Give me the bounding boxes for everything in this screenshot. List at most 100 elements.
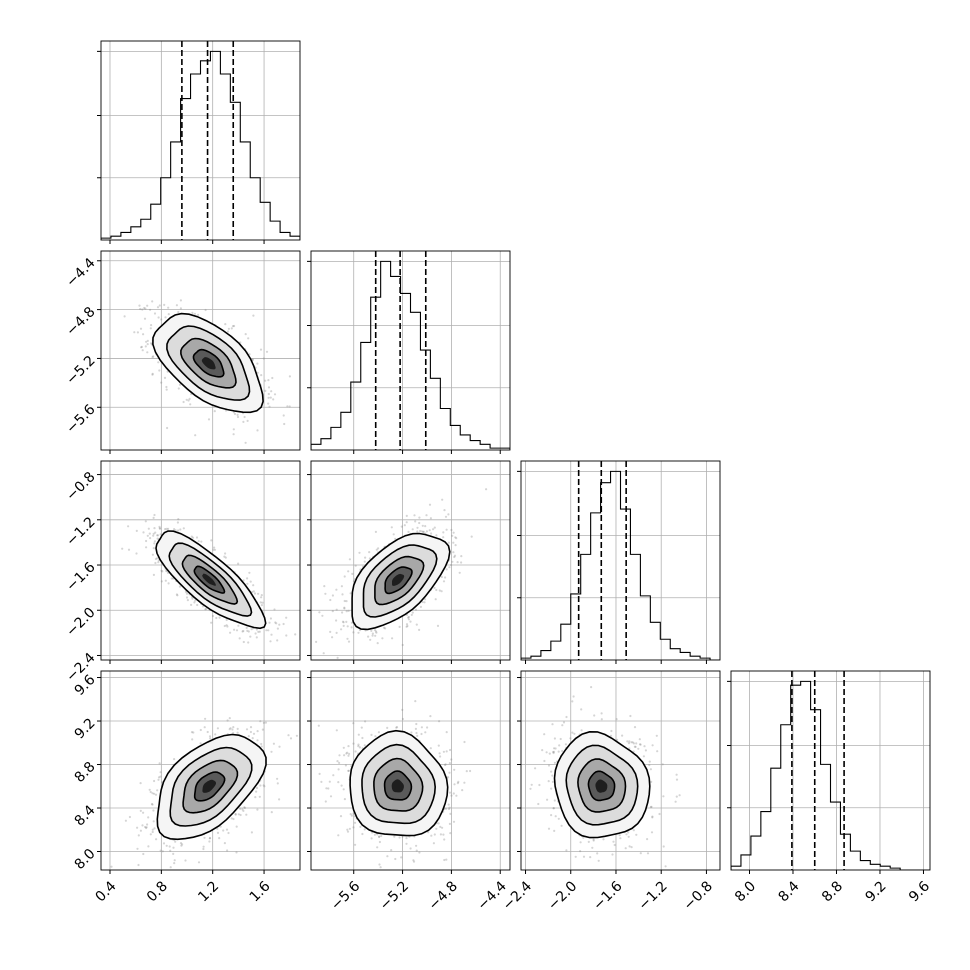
sample-point	[405, 623, 409, 626]
sample-point	[147, 527, 150, 530]
contour-line-0	[156, 733, 267, 841]
sample-point	[139, 307, 142, 311]
sample-point	[414, 700, 417, 703]
sample-point	[343, 607, 346, 610]
y-tick-label: −5.6	[63, 402, 98, 437]
sample-point	[210, 621, 213, 624]
sample-point	[177, 529, 180, 532]
sample-point	[255, 636, 258, 639]
sample-point	[252, 584, 255, 587]
sample-point	[286, 405, 289, 408]
contour-line-2	[180, 337, 237, 389]
sample-point	[219, 825, 222, 828]
sample-point	[151, 803, 154, 806]
sample-point	[154, 557, 157, 561]
y-tick-label: 9.2	[72, 715, 99, 742]
sample-point	[153, 312, 157, 315]
sample-point	[236, 731, 239, 734]
sample-point	[232, 817, 235, 821]
sample-point	[242, 579, 245, 582]
sample-point	[140, 346, 143, 349]
sample-point	[248, 571, 251, 574]
sample-point	[145, 340, 148, 343]
panel-frame	[100, 250, 301, 451]
sample-point	[318, 611, 321, 614]
sample-point	[364, 556, 367, 559]
sample-point	[288, 375, 291, 378]
sample-point	[136, 826, 139, 829]
sample-point	[345, 600, 348, 603]
sample-point	[151, 828, 154, 831]
contour-line-1	[168, 542, 253, 617]
sample-point	[350, 814, 353, 817]
sample-point	[156, 537, 159, 540]
sample-point	[254, 632, 257, 635]
sample-point	[246, 419, 249, 422]
sample-point	[342, 624, 345, 628]
sample-point	[259, 720, 262, 723]
sample-point	[443, 858, 446, 862]
sample-point	[138, 304, 141, 307]
sample-point	[160, 318, 163, 321]
sample-point	[209, 737, 212, 740]
sample-point	[236, 727, 239, 731]
sample-point	[346, 637, 349, 640]
sample-point	[177, 310, 180, 314]
sample-point	[452, 551, 455, 554]
sample-point	[154, 531, 157, 534]
sample-point	[124, 819, 127, 822]
sample-point	[239, 807, 242, 811]
density-band-4	[202, 573, 216, 586]
sample-point	[264, 389, 267, 392]
sample-point	[264, 721, 267, 724]
sample-point	[174, 529, 177, 532]
contour-line-0	[155, 530, 267, 630]
sample-point	[225, 828, 229, 831]
sample-point	[443, 838, 446, 841]
sample-point	[451, 560, 454, 563]
sample-point	[242, 809, 245, 813]
sample-point	[275, 622, 278, 625]
sample-point	[411, 611, 414, 614]
sample-point	[261, 601, 264, 604]
sample-point	[374, 530, 377, 534]
sample-point	[340, 628, 343, 631]
sample-point	[188, 397, 191, 400]
marginal-panel-1	[307, 250, 511, 454]
sample-point	[186, 599, 189, 602]
sample-point	[450, 758, 453, 761]
sample-point	[157, 778, 160, 781]
sample-point	[405, 625, 408, 628]
sample-point	[251, 590, 254, 594]
sample-point	[223, 624, 226, 628]
sample-point	[335, 588, 338, 591]
sample-point	[214, 733, 217, 736]
sample-point	[142, 811, 145, 814]
sample-point	[160, 580, 163, 583]
sample-point	[448, 566, 451, 569]
sample-point	[256, 739, 259, 742]
sample-point	[283, 422, 286, 426]
sample-point	[158, 304, 161, 307]
sample-point	[215, 616, 218, 620]
sample-point	[341, 611, 344, 614]
sample-point	[190, 731, 194, 734]
sample-point	[153, 540, 156, 543]
sample-point	[322, 652, 325, 655]
sample-point	[170, 577, 173, 580]
sample-point	[420, 530, 423, 533]
sample-point	[347, 769, 350, 773]
sample-point	[287, 734, 290, 737]
sample-point	[151, 300, 154, 303]
sample-point	[231, 325, 235, 328]
sample-point	[358, 551, 361, 554]
sample-point	[370, 629, 373, 633]
sample-point	[160, 569, 163, 572]
sample-point	[454, 544, 457, 547]
sample-point	[200, 540, 203, 543]
sample-point	[146, 534, 149, 537]
sample-point	[127, 548, 131, 551]
sample-point	[163, 303, 166, 306]
sample-point	[243, 415, 246, 419]
sample-point	[265, 629, 268, 632]
